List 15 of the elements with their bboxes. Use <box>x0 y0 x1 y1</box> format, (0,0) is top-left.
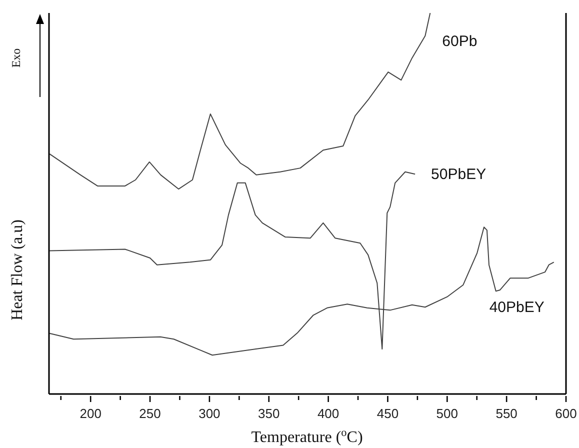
x-tick-label: 450 <box>376 406 399 421</box>
x-tick-label: 200 <box>80 406 102 421</box>
x-tick-label: 500 <box>436 406 458 421</box>
x-axis-title: Temperature ($^{o}$C) <box>251 427 363 446</box>
series-label: 60Pb <box>442 33 478 50</box>
x-tick-label: 350 <box>258 406 280 421</box>
series-label: 40PbEY <box>489 299 544 316</box>
x-tick-label: 300 <box>198 406 220 421</box>
x-tick-label: 600 <box>555 406 577 421</box>
x-tick-label: 550 <box>496 406 518 421</box>
x-tick-label: 400 <box>317 406 340 421</box>
series-label: 50PbEY <box>431 166 486 184</box>
x-tick-label: 250 <box>139 406 161 421</box>
y-axis-title: Heat Flow (a.u) <box>9 220 26 320</box>
text: Exo <box>9 48 23 68</box>
